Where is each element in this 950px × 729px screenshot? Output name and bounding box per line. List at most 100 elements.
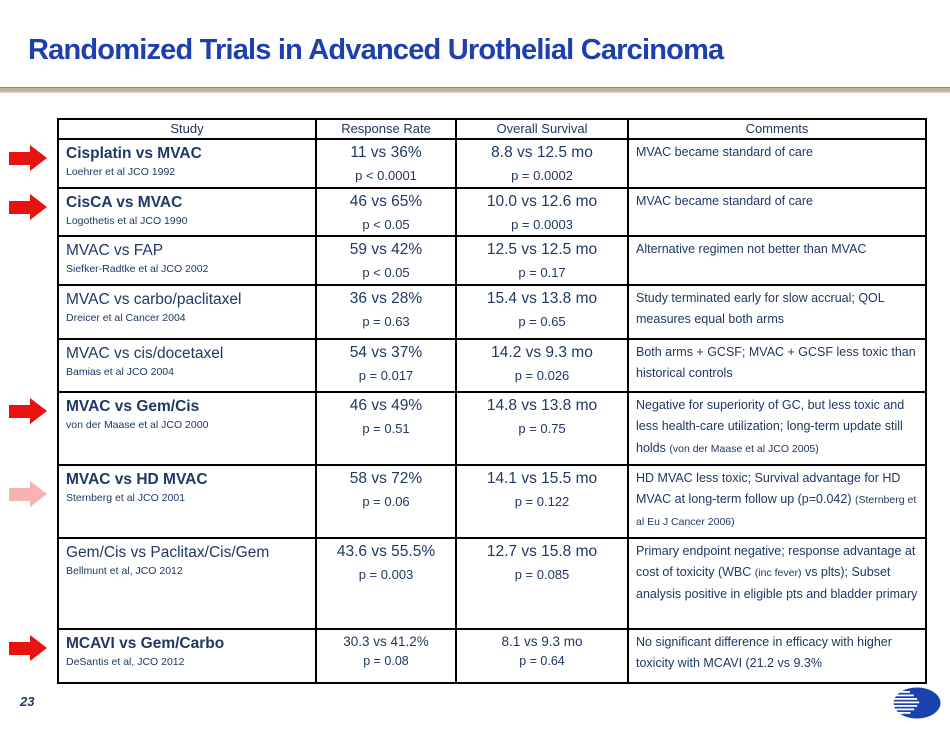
right-arrow-icon	[9, 194, 47, 220]
study-name: MVAC vs Gem/Cis	[66, 398, 200, 415]
comments-cell: MVAC became standard of care	[627, 187, 927, 237]
response-rate-cell: 54 vs 37% p = 0.017	[315, 338, 457, 393]
comments-cell: Negative for superiority of GC, but less…	[627, 391, 927, 466]
study-cell: MVAC vs cis/docetaxel Bamias et al JCO 20…	[57, 338, 317, 393]
overall-survival-cell: 10.0 vs 12.6 mo p = 0.0003	[455, 187, 629, 237]
page-title: Randomized Trials in Advanced Urothelial…	[28, 34, 724, 66]
page-number: 23	[20, 694, 35, 709]
globe-stripes-logo	[893, 687, 941, 719]
comment-text: Primary endpoint negative; response adva…	[636, 544, 916, 580]
faded-right-arrow-icon	[9, 481, 47, 507]
response-rate-value: 43.6 vs 55.5%	[336, 543, 436, 560]
response-rate-pvalue: p = 0.017	[358, 368, 414, 383]
table-row: MVAC vs Gem/Cis von der Maase et al JCO 2…	[57, 391, 927, 466]
comments-cell: MVAC became standard of care	[627, 138, 927, 189]
comment-text: No significant difference in efficacy wi…	[636, 635, 892, 671]
table-row: MVAC vs FAP Siefker-Radtke et al JCO 2002…	[57, 235, 927, 286]
comments-cell: Primary endpoint negative; response adva…	[627, 537, 927, 630]
response-rate-pvalue: p = 0.003	[358, 567, 414, 582]
overall-survival-cell: 14.2 vs 9.3 mo p = 0.026	[455, 338, 629, 393]
right-arrow-icon	[9, 398, 47, 424]
study-citation: Siefker-Radtke et al JCO 2002	[66, 263, 209, 276]
table-row: MVAC vs carbo/paclitaxel Dreicer et al Ca…	[57, 284, 927, 340]
response-rate-pvalue: p = 0.06	[362, 494, 410, 509]
study-cell: MVAC vs Gem/Cis von der Maase et al JCO 2…	[57, 391, 317, 466]
study-citation: DeSantis et al, JCO 2012	[66, 656, 185, 669]
study-name: MVAC vs FAP	[66, 242, 164, 259]
response-rate-cell: 11 vs 36% p < 0.0001	[315, 138, 457, 189]
survival-pvalue: p = 0.65	[518, 314, 566, 329]
table-row: MCAVI vs Gem/Carbo DeSantis et al, JCO 20…	[57, 628, 927, 684]
survival-pvalue: p = 0.64	[519, 654, 565, 668]
table-row: Gem/Cis vs Paclitax/Cis/Gem Bellmunt et a…	[57, 537, 927, 630]
table-row: MVAC vs HD MVAC Sternberg et al JCO 2001 5…	[57, 464, 927, 539]
comments-cell: Study terminated early for slow accrual;…	[627, 284, 927, 340]
study-name: MVAC vs carbo/paclitaxel	[66, 291, 242, 308]
overall-survival-cell: 14.8 vs 13.8 mo p = 0.75	[455, 391, 629, 466]
response-rate-pvalue: p < 0.05	[362, 217, 410, 232]
response-rate-cell: 59 vs 42% p < 0.05	[315, 235, 457, 286]
table-row: CisCA vs MVAC Logothetis et al JCO 1990 46…	[57, 187, 927, 237]
col-header-comments: Comments	[627, 118, 927, 140]
table-row: MVAC vs cis/docetaxel Bamias et al JCO 20…	[57, 338, 927, 393]
right-arrow-icon	[9, 635, 47, 661]
response-rate-pvalue: p = 0.63	[362, 314, 410, 329]
response-rate-value: 58 vs 72%	[349, 470, 423, 487]
comment-text: Alternative regimen not better than MVAC	[636, 242, 867, 256]
survival-pvalue: p = 0.026	[514, 368, 570, 383]
overall-survival-cell: 8.8 vs 12.5 mo p = 0.0002	[455, 138, 629, 189]
comment-note: (Sternberg et al Eu J Cancer 2006)	[636, 494, 917, 528]
comment-text: MVAC became standard of care	[636, 145, 813, 159]
response-rate-pvalue: p = 0.51	[362, 421, 410, 436]
survival-value: 12.7 vs 15.8 mo	[486, 543, 598, 560]
overall-survival-cell: 14.1 vs 15.5 mo p = 0.122	[455, 464, 629, 539]
comments-cell: Alternative regimen not better than MVAC	[627, 235, 927, 286]
comment-text: HD MVAC less toxic; Survival advantage f…	[636, 471, 901, 507]
study-cell: MVAC vs HD MVAC Sternberg et al JCO 2001	[57, 464, 317, 539]
comment-note: (von der Maase et al JCO 2005)	[669, 442, 819, 455]
survival-pvalue: p = 0.0003	[511, 217, 573, 232]
study-cell: MVAC vs carbo/paclitaxel Dreicer et al Ca…	[57, 284, 317, 340]
study-name: MVAC vs HD MVAC	[66, 471, 208, 488]
survival-value: 14.8 vs 13.8 mo	[486, 397, 598, 414]
study-citation: Bamias et al JCO 2004	[66, 366, 174, 379]
col-header-study: Study	[57, 118, 317, 140]
response-rate-cell: 46 vs 49% p = 0.51	[315, 391, 457, 466]
survival-value: 12.5 vs 12.5 mo	[486, 241, 598, 258]
response-rate-cell: 43.6 vs 55.5% p = 0.003	[315, 537, 457, 630]
survival-value: 14.2 vs 9.3 mo	[491, 344, 593, 361]
comment-text: vs plts); Subset analysis positive in el…	[636, 565, 918, 601]
overall-survival-cell: 15.4 vs 13.8 mo p = 0.65	[455, 284, 629, 340]
survival-value: 14.1 vs 15.5 mo	[486, 470, 598, 487]
response-rate-cell: 36 vs 28% p = 0.63	[315, 284, 457, 340]
study-citation: Sternberg et al JCO 2001	[66, 492, 186, 505]
overall-survival-cell: 12.5 vs 12.5 mo p = 0.17	[455, 235, 629, 286]
survival-value: 10.0 vs 12.6 mo	[486, 193, 598, 210]
survival-pvalue: p = 0.75	[518, 421, 566, 436]
response-rate-value: 54 vs 37%	[349, 344, 423, 361]
study-cell: CisCA vs MVAC Logothetis et al JCO 1990	[57, 187, 317, 237]
response-rate-pvalue: p = 0.08	[363, 654, 409, 668]
survival-pvalue: p = 0.17	[518, 265, 566, 280]
study-citation: Bellmunt et al, JCO 2012	[66, 565, 183, 578]
right-arrow-icon	[9, 145, 47, 171]
survival-value: 15.4 vs 13.8 mo	[486, 290, 598, 307]
comment-text: MVAC became standard of care	[636, 194, 813, 208]
response-rate-pvalue: p < 0.05	[362, 265, 410, 280]
table-header-row: Study Response Rate Overall Survival Com…	[57, 118, 927, 140]
survival-pvalue: p = 0.122	[514, 494, 570, 509]
survival-value: 8.8 vs 12.5 mo	[491, 144, 593, 161]
response-rate-value: 46 vs 65%	[349, 193, 423, 210]
study-name: MCAVI vs Gem/Carbo	[66, 635, 225, 652]
comments-cell: Both arms + GCSF; MVAC + GCSF less toxic…	[627, 338, 927, 393]
comment-text: Both arms + GCSF; MVAC + GCSF less toxic…	[636, 345, 916, 381]
table-row: Cisplatin vs MVAC Loehrer et al JCO 1992 1…	[57, 138, 927, 189]
response-rate-value: 30.3 vs 41.2%	[343, 634, 429, 649]
comments-cell: No significant difference in efficacy wi…	[627, 628, 927, 684]
study-name: Gem/Cis vs Paclitax/Cis/Gem	[66, 544, 270, 561]
response-rate-value: 36 vs 28%	[349, 290, 423, 307]
trials-table: Study Response Rate Overall Survival Com…	[57, 118, 927, 684]
study-citation: Loehrer et al JCO 1992	[66, 166, 176, 179]
study-cell: Cisplatin vs MVAC Loehrer et al JCO 1992	[57, 138, 317, 189]
study-name: Cisplatin vs MVAC	[66, 145, 202, 162]
